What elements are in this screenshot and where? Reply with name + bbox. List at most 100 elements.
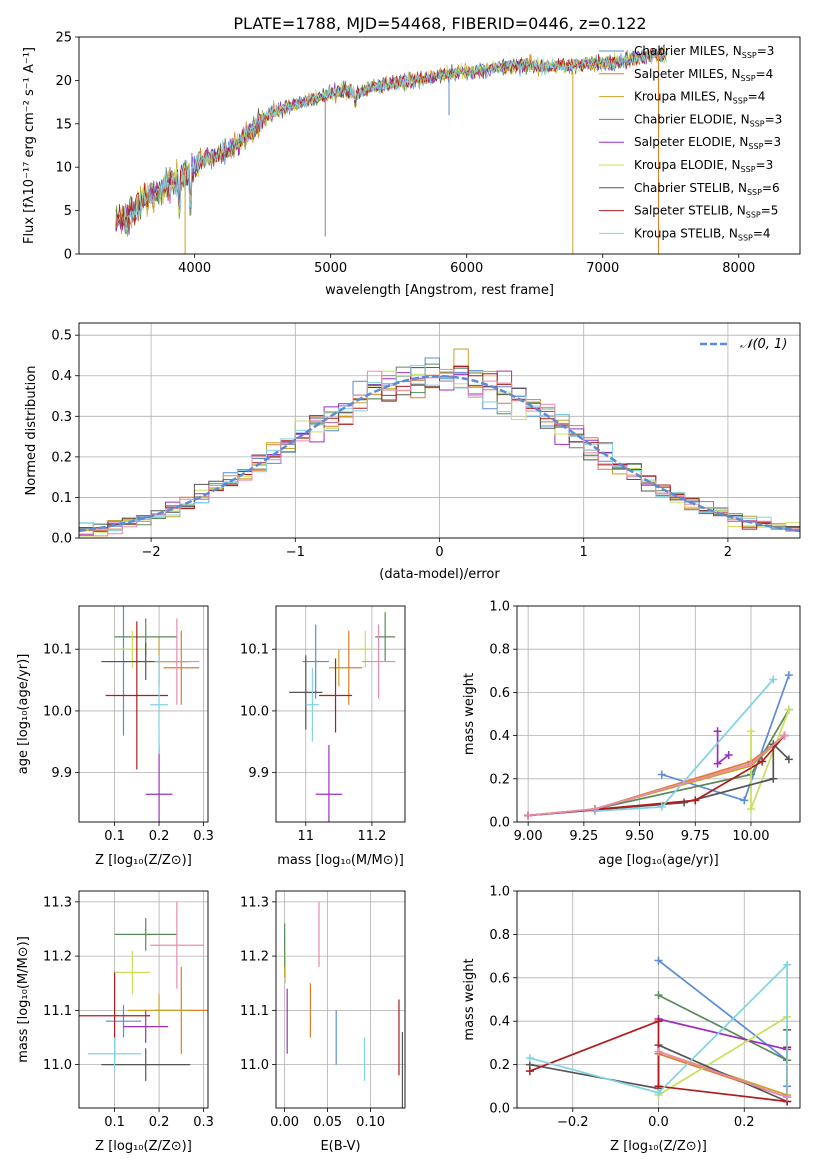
mass-weight-marker — [654, 956, 663, 965]
axes-mass-vs-Z: 0.1 0.2 0.3 11.0 11.1 11.2 11.3 Z [log₁₀(Z/Z⊙)]… — [16, 890, 214, 1154]
mass-weight-marker — [525, 1067, 534, 1076]
mass-weight-marker — [654, 1047, 663, 1056]
y-tick-label: 11.0 — [240, 1058, 269, 1073]
y-tick-label: 0.2 — [489, 772, 510, 787]
histogram-series-step — [79, 364, 800, 532]
legend-entry-value: =3 — [756, 158, 774, 172]
mass-weight-marker — [784, 755, 793, 764]
plot-area-mass-vs-ebv — [284, 901, 404, 1108]
mass-weight-marker — [783, 960, 792, 969]
y-tick-label: 0.5 — [51, 329, 72, 344]
plot-area-age-vs-Z — [101, 606, 200, 822]
x-tick-label: 9.25 — [569, 829, 598, 844]
x-axis-label: E(B-V) — [320, 1139, 360, 1154]
x-tick-label: 2 — [724, 545, 732, 560]
axes-frame — [516, 605, 801, 823]
y-tick-label: 11.0 — [43, 1058, 72, 1073]
x-tick-label: 11 — [297, 829, 314, 844]
axes-frame — [78, 605, 209, 823]
x-axis-label: age [log₁₀(age/yr)] — [598, 853, 719, 868]
mass-weight-series-line — [594, 678, 774, 813]
spectrum-series-line — [123, 47, 667, 237]
x-tick-label: 9.50 — [625, 829, 654, 844]
axes-frame — [275, 890, 406, 1109]
y-tick-label: 0.6 — [489, 686, 510, 701]
x-tick-label: 8000 — [722, 261, 755, 276]
legend-entry-subscript: SSP — [750, 119, 765, 128]
mass-weight-marker — [783, 1093, 792, 1102]
y-tick-label: 0.0 — [51, 532, 72, 547]
y-tick-label: 11.2 — [240, 950, 269, 965]
y-tick-label: 20 — [55, 74, 72, 89]
legend-entry: Chabrier ELODIE, NSSP=3 — [634, 112, 782, 128]
x-tick-label: 0.05 — [313, 1115, 342, 1130]
legend-entry-text: Salpeter STELIB, N — [634, 204, 746, 218]
y-tick-label: 9.9 — [248, 766, 269, 781]
legend-entry-text: Salpeter MILES, N — [634, 67, 741, 81]
x-tick-label: 0.3 — [193, 829, 214, 844]
mass-weight-series-line — [658, 1050, 788, 1099]
y-tick-label: 0.2 — [51, 450, 72, 465]
x-tick-label: 0.2 — [734, 1115, 755, 1130]
y-axis-label: mass [log₁₀(M/M⊙)] — [16, 936, 31, 1063]
mass-weight-marker — [713, 759, 722, 768]
y-axis-label: mass weight — [462, 673, 477, 755]
mass-weight-marker — [691, 796, 700, 805]
mass-weight-series-line — [528, 734, 785, 817]
legend-entry-value: =4 — [756, 67, 774, 81]
y-tick-label: 11.3 — [240, 895, 269, 910]
y-axis-label: Flux [fλ10⁻¹⁷ erg cm⁻² s⁻¹ A⁻¹] — [22, 47, 37, 244]
x-tick-label: 0.2 — [149, 1115, 170, 1130]
legend-entry: Chabrier STELIB, NSSP=6 — [634, 181, 780, 197]
axes-frame — [275, 605, 406, 823]
y-tick-label: 11.2 — [43, 950, 72, 965]
x-tick-label: 9.00 — [514, 829, 543, 844]
axes-age-vs-Z: 0.1 0.2 0.3 9.9 10.0 10.1 Z [log₁₀(Z/Z⊙)] age [… — [16, 605, 214, 868]
axes-mass-weight-vs-Z: −0.2 0.0 0.2 0.0 0.2 0.4 0.6 0.8 1.0 Z [log₁₀(Z/Z… — [462, 885, 801, 1154]
y-tick-label: 0.8 — [489, 643, 510, 658]
y-tick-label: 10.1 — [240, 643, 269, 658]
plot-area-spectrum — [115, 44, 668, 254]
x-axis-label: (data-model)/error — [379, 567, 500, 582]
x-tick-label: 0.3 — [193, 1115, 214, 1130]
legend-entry: Kroupa STELIB, NSSP=4 — [634, 226, 771, 242]
legend-entry-value: =6 — [762, 181, 780, 195]
x-axis-label: Z [log₁₀(Z/Z⊙)] — [95, 1139, 192, 1154]
y-tick-label: 11.3 — [43, 895, 72, 910]
x-tick-label: 5000 — [314, 261, 347, 276]
x-tick-label: 0.0 — [648, 1115, 669, 1130]
x-tick-label: 0.1 — [104, 829, 125, 844]
mass-weight-marker — [769, 774, 778, 783]
x-tick-label: 1 — [580, 545, 588, 560]
mass-weight-marker — [590, 805, 599, 814]
spectrum-series-line — [123, 48, 668, 233]
y-tick-label: 0.1 — [51, 491, 72, 506]
y-axis-label: mass weight — [462, 958, 477, 1040]
y-tick-label: 0.3 — [51, 410, 72, 425]
legend-entry-text: Kroupa STELIB, N — [634, 226, 738, 240]
legend-entry-subscript: SSP — [746, 211, 761, 220]
x-tick-label: 4000 — [178, 261, 211, 276]
x-tick-label: 7000 — [586, 261, 619, 276]
mass-weight-series-line — [658, 1018, 788, 1051]
axes-mass-weight-vs-age: 9.00 9.25 9.50 9.75 10.00 0.0 0.2 0.4 0.6 0.8 1.0 a… — [462, 600, 801, 868]
legend-entry-subscript: SSP — [748, 142, 763, 151]
y-tick-label: 1.0 — [489, 600, 510, 615]
mass-weight-marker — [746, 727, 755, 736]
plot-area-age-vs-mass — [289, 612, 396, 822]
mass-weight-marker — [746, 805, 755, 814]
mass-weight-marker — [740, 796, 749, 805]
mass-weight-marker — [654, 1017, 663, 1026]
spectrum-series-line — [115, 46, 667, 232]
spectrum-series-line — [115, 48, 667, 235]
spectrum-series-line — [115, 49, 667, 231]
legend-entry-value: =3 — [757, 44, 775, 58]
spectrum-series-line — [115, 44, 667, 234]
mass-weight-marker — [758, 757, 767, 766]
x-tick-label: 0.1 — [104, 1115, 125, 1130]
y-axis-label: Normed distribution — [24, 366, 39, 496]
legend-entry-text: Salpeter ELODIE, N — [634, 135, 748, 149]
x-tick-label: −2 — [142, 545, 161, 560]
